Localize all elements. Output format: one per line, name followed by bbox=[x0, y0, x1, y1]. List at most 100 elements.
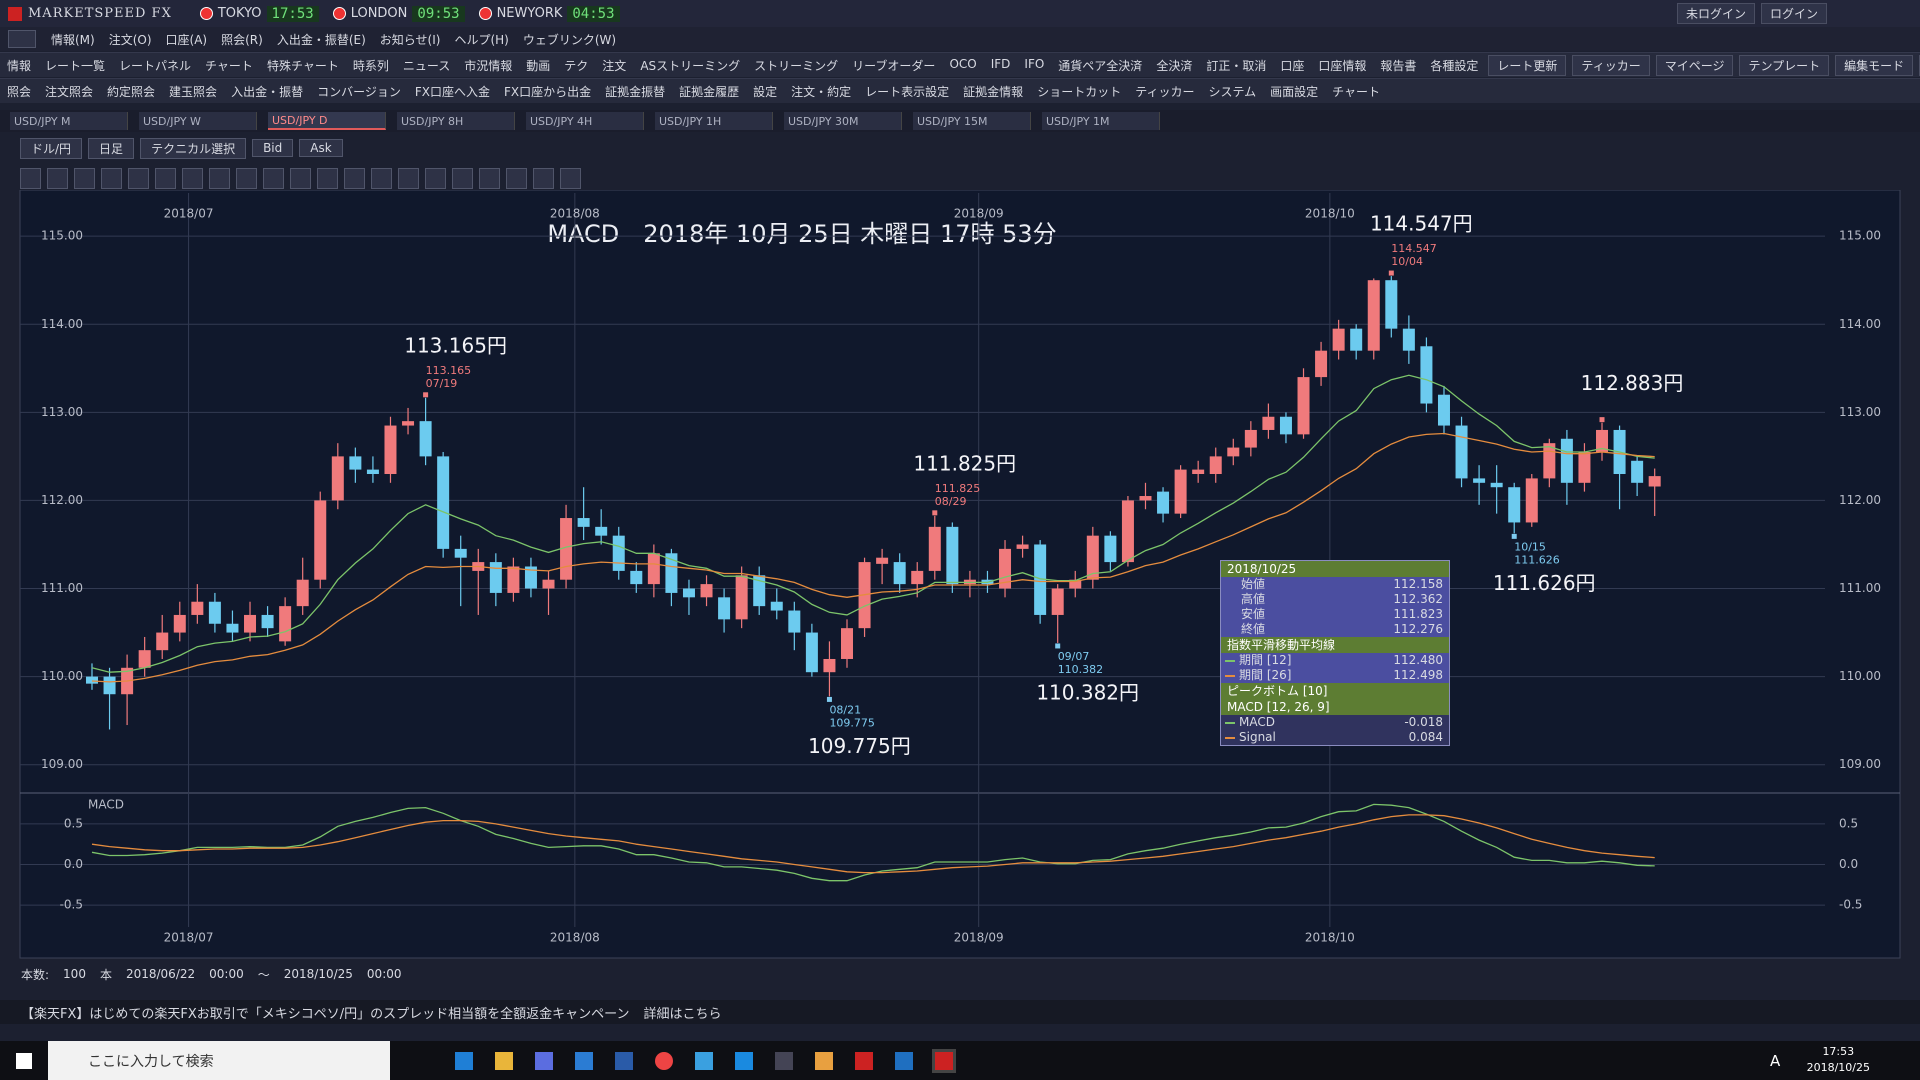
tool-button[interactable] bbox=[479, 167, 500, 189]
toolbar-button[interactable]: 動画 bbox=[526, 58, 551, 73]
app-icon[interactable] bbox=[655, 1051, 673, 1070]
toolbar-button[interactable]: 各種設定 bbox=[1430, 58, 1479, 73]
toolbar-button[interactable]: リーブオーダー bbox=[852, 58, 936, 73]
toolbar-button[interactable]: 入出金・振替 bbox=[231, 84, 304, 99]
app-icon[interactable] bbox=[815, 1051, 833, 1070]
toolbar-button[interactable]: IFO bbox=[1024, 56, 1045, 71]
toolbar-button[interactable]: 特殊チャート bbox=[266, 58, 339, 73]
toolbar-dropdown[interactable]: レート更新 bbox=[1488, 54, 1567, 76]
menu-icon[interactable] bbox=[8, 30, 36, 48]
app-icon[interactable] bbox=[455, 1051, 473, 1070]
menu-item[interactable]: 照会(R) bbox=[221, 32, 263, 47]
toolbar-dropdown[interactable]: 編集モード bbox=[1835, 54, 1914, 76]
menu-item[interactable]: お知らせ(I) bbox=[379, 32, 441, 47]
toolbar-button[interactable]: チャート bbox=[1332, 84, 1381, 99]
tool-button[interactable] bbox=[101, 167, 122, 189]
toolbar-button[interactable]: テク bbox=[564, 58, 589, 73]
toolbar-button[interactable]: チャート bbox=[205, 58, 253, 73]
toolbar-button[interactable]: 約定照会 bbox=[107, 84, 156, 99]
tool-button[interactable] bbox=[209, 167, 230, 189]
toolbar-button[interactable]: ショートカット bbox=[1037, 84, 1122, 99]
toolbar-button[interactable]: FX口座から出金 bbox=[503, 84, 592, 99]
toolbar-button[interactable]: ASストリーミング bbox=[640, 58, 741, 73]
search-box[interactable]: ここに入力して検索 bbox=[48, 1041, 390, 1080]
toolbar-button[interactable]: 証拠金履歴 bbox=[679, 84, 740, 99]
toolbar-button[interactable]: レートパネル bbox=[119, 58, 192, 73]
menu-item[interactable]: ウェブリンク(W) bbox=[522, 32, 617, 47]
app-icon[interactable] bbox=[615, 1051, 633, 1070]
tab[interactable]: USD/JPY D bbox=[268, 112, 386, 130]
tool-button[interactable] bbox=[398, 167, 419, 189]
tab[interactable]: USD/JPY 1M bbox=[1042, 112, 1160, 130]
range-field[interactable]: 00:00 bbox=[366, 967, 402, 981]
toolbar-button[interactable]: 証拠金振替 bbox=[605, 84, 666, 99]
tray-clock[interactable]: 17:53 2018/10/25 bbox=[1807, 1044, 1870, 1076]
ticker-text[interactable]: 詳細はこちら bbox=[643, 1006, 722, 1022]
tool-button[interactable] bbox=[560, 167, 581, 189]
tool-button[interactable] bbox=[20, 167, 41, 189]
app-icon[interactable] bbox=[735, 1051, 753, 1070]
app-icon[interactable] bbox=[775, 1051, 793, 1070]
ticker-text[interactable]: 【楽天FX】はじめての楽天FXお取引で「メキシコペソ/円」のスプレッド相当額を全… bbox=[21, 1006, 630, 1022]
chart-toolbar-control[interactable]: 日足 bbox=[88, 137, 135, 159]
toolbar-button[interactable]: 報告書 bbox=[1380, 58, 1417, 73]
tool-button[interactable] bbox=[236, 167, 257, 189]
login-button[interactable]: ログイン bbox=[1760, 3, 1827, 24]
toolbar-button[interactable]: 注文照会 bbox=[45, 84, 94, 99]
menu-item[interactable]: 口座(A) bbox=[165, 32, 208, 47]
tab[interactable]: USD/JPY 8H bbox=[397, 112, 515, 130]
toolbar-button[interactable]: ティッカー bbox=[1135, 84, 1195, 99]
chart-toolbar-control[interactable]: Bid bbox=[252, 139, 294, 157]
toolbar-button[interactable]: システム bbox=[1208, 84, 1257, 99]
toolbar-button[interactable]: 注文・約定 bbox=[791, 84, 852, 99]
data-window[interactable]: 2018/10/25 始値 112.158 高値 112.362 安値 111.823 終値 1… bbox=[1220, 560, 1450, 746]
toolbar-button[interactable]: ストリーミング bbox=[754, 58, 839, 73]
tool-button[interactable] bbox=[74, 167, 95, 189]
chart-toolbar-control[interactable]: テクニカル選択 bbox=[140, 137, 247, 159]
tool-button[interactable] bbox=[182, 167, 203, 189]
menu-item[interactable]: 入出金・振替(E) bbox=[276, 32, 366, 47]
toolbar-button[interactable]: レート一覧 bbox=[45, 58, 106, 73]
range-field[interactable]: 本数: bbox=[21, 967, 50, 982]
tool-button[interactable] bbox=[371, 167, 392, 189]
tab[interactable]: USD/JPY M bbox=[10, 112, 128, 130]
tab[interactable]: USD/JPY 1H bbox=[655, 112, 773, 130]
start-button[interactable] bbox=[16, 1052, 32, 1069]
toolbar-dropdown[interactable]: ティッカー bbox=[1572, 54, 1650, 76]
tool-button[interactable] bbox=[452, 167, 473, 189]
tool-button[interactable] bbox=[128, 167, 149, 189]
toolbar-button[interactable]: 訂正・取消 bbox=[1206, 58, 1267, 73]
tool-button[interactable] bbox=[506, 167, 527, 189]
toolbar-button[interactable]: 画面設定 bbox=[1270, 84, 1319, 99]
toolbar-button[interactable]: ニュース bbox=[402, 58, 451, 73]
app-icon[interactable] bbox=[575, 1051, 593, 1070]
toolbar-button[interactable]: 設定 bbox=[753, 84, 778, 99]
tab[interactable]: USD/JPY 30M bbox=[784, 112, 902, 130]
tool-button[interactable] bbox=[425, 167, 446, 189]
menu-item[interactable]: ヘルプ(H) bbox=[454, 32, 509, 47]
toolbar-button[interactable]: 照会 bbox=[7, 84, 32, 99]
tool-button[interactable] bbox=[47, 167, 68, 189]
ime-indicator[interactable]: A bbox=[1770, 1051, 1781, 1070]
menu-item[interactable]: 情報(M) bbox=[51, 32, 95, 47]
toolbar-button[interactable]: 全決済 bbox=[1156, 58, 1193, 73]
toolbar-button[interactable]: 建玉照会 bbox=[169, 84, 218, 99]
tool-button[interactable] bbox=[344, 167, 365, 189]
app-icon[interactable] bbox=[695, 1051, 713, 1070]
toolbar-button[interactable]: 時系列 bbox=[352, 58, 389, 73]
toolbar-button[interactable]: 証拠金情報 bbox=[963, 84, 1024, 99]
range-field[interactable]: 100 bbox=[63, 967, 86, 981]
toolbar-button[interactable]: コンバージョン bbox=[317, 84, 401, 99]
toolbar-dropdown[interactable]: テンプレート bbox=[1739, 54, 1830, 76]
toolbar-button[interactable]: 口座情報 bbox=[1318, 58, 1367, 73]
tab[interactable]: USD/JPY W bbox=[139, 112, 257, 130]
toolbar-button[interactable]: 口座 bbox=[1280, 58, 1305, 73]
toolbar-button[interactable]: IFD bbox=[990, 56, 1011, 71]
range-field[interactable]: ～ bbox=[257, 967, 270, 982]
tool-button[interactable] bbox=[263, 167, 284, 189]
toolbar-button[interactable]: 情報 bbox=[7, 58, 32, 73]
toolbar-button[interactable]: レート表示設定 bbox=[865, 84, 950, 99]
tool-button[interactable] bbox=[290, 167, 311, 189]
toolbar-dropdown[interactable]: マイページ bbox=[1655, 54, 1734, 76]
range-field[interactable]: 2018/10/25 bbox=[283, 967, 353, 981]
